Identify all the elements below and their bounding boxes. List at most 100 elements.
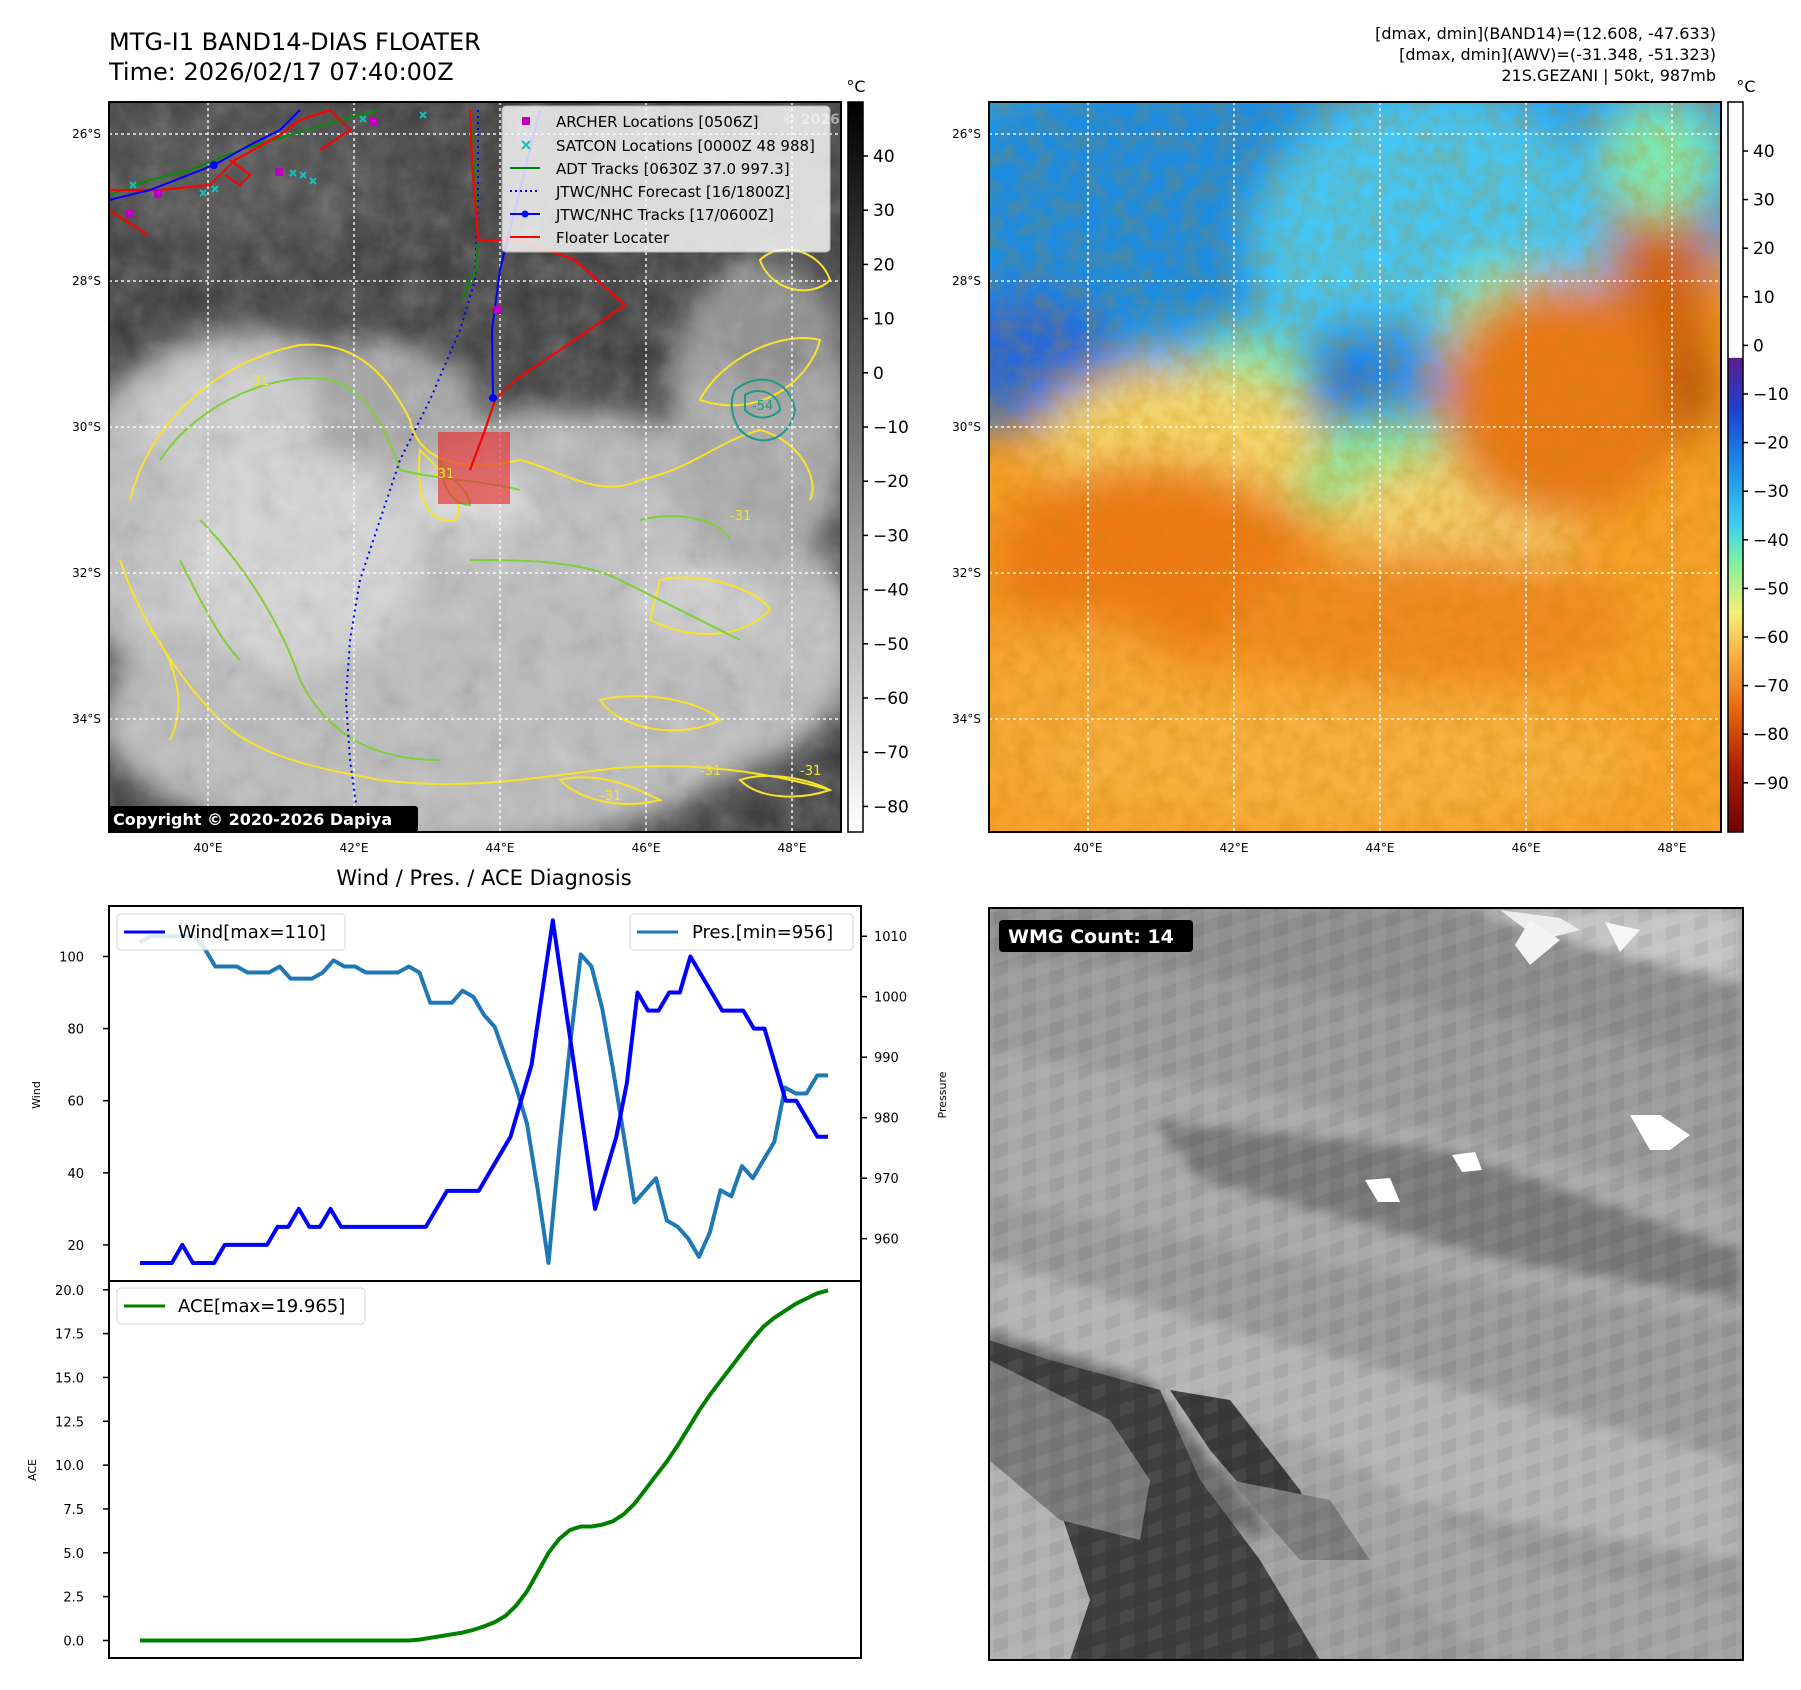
wind-axis-label: Wind — [30, 1081, 43, 1109]
pressure-tick-label: 990 — [874, 1051, 899, 1066]
ace-tick-label: 5.0 — [63, 1547, 84, 1562]
awv-colorbar-tick-label: −60 — [1753, 628, 1789, 648]
ir-colorbar-tick-label: −30 — [873, 526, 909, 546]
figure-time: Time: 2026/02/17 07:40:00Z — [108, 58, 454, 86]
legend-forecast: JTWC/NHC Forecast [16/1800Z] — [555, 183, 790, 201]
wind-tick-label: 100 — [59, 950, 84, 965]
ir-colorbar-tick-label: −10 — [873, 418, 909, 438]
ir-colorbar-tick-label: −20 — [873, 472, 909, 492]
lat-label: 32°S — [952, 566, 981, 580]
lat-label: 30°S — [952, 420, 981, 434]
awv-map-panel — [989, 102, 1721, 832]
legend-ace-label: ACE[max=19.965] — [178, 1296, 345, 1317]
adt-track — [461, 109, 480, 301]
ir-colorbar-tick-label: 30 — [873, 201, 895, 221]
ir-colorbar-tick-label: −80 — [873, 797, 909, 817]
lat-label: 34°S — [72, 712, 101, 726]
copyright: Copyright © 2020-2026 Dapiya — [113, 810, 392, 829]
awv-colorbar-tick-label: −20 — [1753, 434, 1789, 454]
lat-label: 26°S — [72, 127, 101, 141]
legend-wind-label: Wind[max=110] — [178, 922, 326, 943]
ace-series-line — [140, 1288, 829, 1643]
legend-pres: Pres.[min=956] — [629, 913, 854, 951]
ir-colorbar-tick-label: 10 — [873, 310, 895, 330]
ace-axis-label: ACE — [26, 1459, 39, 1481]
lat-label: 28°S — [952, 274, 981, 288]
lon-label: 46°E — [632, 841, 661, 855]
ace-tick-label: 2.5 — [63, 1591, 84, 1606]
info-band14-range: [dmax, dmin](BAND14)=(12.608, -47.633) — [1375, 24, 1716, 43]
diag-title: Wind / Pres. / ACE Diagnosis — [336, 866, 631, 890]
ir-colorbar-tick-label: −60 — [873, 689, 909, 709]
legend-pres-label: Pres.[min=956] — [692, 922, 833, 943]
legend-wind: Wind[max=110] — [116, 913, 346, 951]
ir-colorbar-tick-label: −40 — [873, 581, 909, 601]
pressure-tick-label: 980 — [874, 1112, 899, 1127]
contour-label-cold: -54 — [752, 399, 773, 414]
archer-marker-icon — [522, 117, 530, 125]
awv-colorbar-tick-label: 40 — [1753, 142, 1775, 162]
contour-label: -31 — [700, 764, 721, 779]
lon-label: 48°E — [778, 841, 807, 855]
ir-colorbar-tick-label: 0 — [873, 364, 884, 384]
pressure-tick-label: 1010 — [874, 930, 907, 945]
info-storm: 21S.GEZANI | 50kt, 987mb — [1501, 66, 1716, 85]
contour-label: -31 — [730, 509, 751, 524]
ace-tick-label: 12.5 — [55, 1415, 84, 1430]
awv-colorbar-unit: °C — [1736, 77, 1755, 96]
floater-locater-track — [468, 109, 627, 471]
wind-tick-label: 20 — [67, 1239, 84, 1254]
lon-label: 46°E — [1512, 841, 1541, 855]
lat-label: 26°S — [952, 127, 981, 141]
ir-colorbar: °C 40 30 20 10 0 −10 −20 −30 −40 −50 −60 −70 −80 — [846, 77, 909, 833]
contour-label: -31 — [600, 789, 621, 804]
legend-adt: ADT Tracks [0630Z 37.0 997.3] — [556, 160, 790, 178]
wmg-panel: WMG Count: 14 — [989, 908, 1743, 1660]
pressure-axis-label: Pressure — [936, 1071, 949, 1118]
lat-label: 34°S — [952, 712, 981, 726]
legend-floater: Floater Locater — [556, 229, 670, 247]
ace-chart: 20.0 17.5 15.0 12.5 10.0 7.5 5.0 2.5 0.0 ACE ACE… — [26, 1280, 862, 1659]
legend-jtwc: JTWC/NHC Tracks [17/0600Z] — [555, 206, 774, 224]
lon-label: 42°E — [340, 841, 369, 855]
ir-map-panel: © 2026 -31 -31 -31 -31 -31 -31 -54 ARCHE… — [109, 102, 841, 832]
lat-label: 32°S — [72, 566, 101, 580]
contour-label: -31 — [433, 467, 454, 482]
floater-box — [438, 432, 510, 504]
awv-colorbar: °C 40 30 20 10 0 −10 −20 −30 −40 −50 −60 −70 −80 −90 — [1727, 77, 1789, 833]
ace-tick-label: 0.0 — [63, 1634, 84, 1649]
legend-satcon: SATCON Locations [0000Z 48 988] — [556, 137, 815, 155]
ir-colorbar-tick-label: 40 — [873, 147, 895, 167]
ir-colorbar-unit: °C — [846, 77, 865, 96]
awv-colorbar-tick-label: 20 — [1753, 239, 1775, 259]
wind-tick-label: 40 — [67, 1167, 84, 1182]
wind-pressure-chart: 100 80 60 40 20 1010 1000 990 980 970 960 Wind Pr… — [30, 905, 949, 1282]
contour-label: -31 — [248, 374, 269, 389]
wind-tick-label: 60 — [67, 1095, 84, 1110]
lat-label: 28°S — [72, 274, 101, 288]
pressure-tick-label: 960 — [874, 1233, 899, 1248]
lon-label: 42°E — [1220, 841, 1249, 855]
pressure-series-line — [139, 934, 828, 1265]
awv-colorbar-tick-label: −50 — [1753, 579, 1789, 599]
awv-colorbar-tick-label: 30 — [1753, 191, 1775, 211]
ace-tick-label: 20.0 — [55, 1284, 84, 1299]
lon-label: 44°E — [486, 841, 515, 855]
awv-colorbar-tick-label: 10 — [1753, 288, 1775, 308]
wmg-count: WMG Count: 14 — [1008, 926, 1174, 948]
lon-label: 48°E — [1658, 841, 1687, 855]
pressure-tick-label: 1000 — [874, 991, 907, 1006]
awv-colorbar-tick-label: −90 — [1753, 774, 1789, 794]
info-awv-range: [dmax, dmin](AWV)=(-31.348, -51.323) — [1399, 45, 1716, 64]
awv-colorbar-tick-label: 0 — [1753, 336, 1764, 356]
ir-colorbar-tick-label: −50 — [873, 635, 909, 655]
lon-label: 40°E — [194, 841, 223, 855]
satcon-marker-icon — [521, 140, 531, 150]
awv-colorbar-tick-label: −30 — [1753, 482, 1789, 502]
lat-label: 30°S — [72, 420, 101, 434]
awv-colorbar-tick-label: −80 — [1753, 725, 1789, 745]
ir-colorbar-tick-label: 20 — [873, 255, 895, 275]
legend-archer: ARCHER Locations [0506Z] — [556, 113, 759, 131]
ace-tick-label: 15.0 — [55, 1371, 84, 1386]
